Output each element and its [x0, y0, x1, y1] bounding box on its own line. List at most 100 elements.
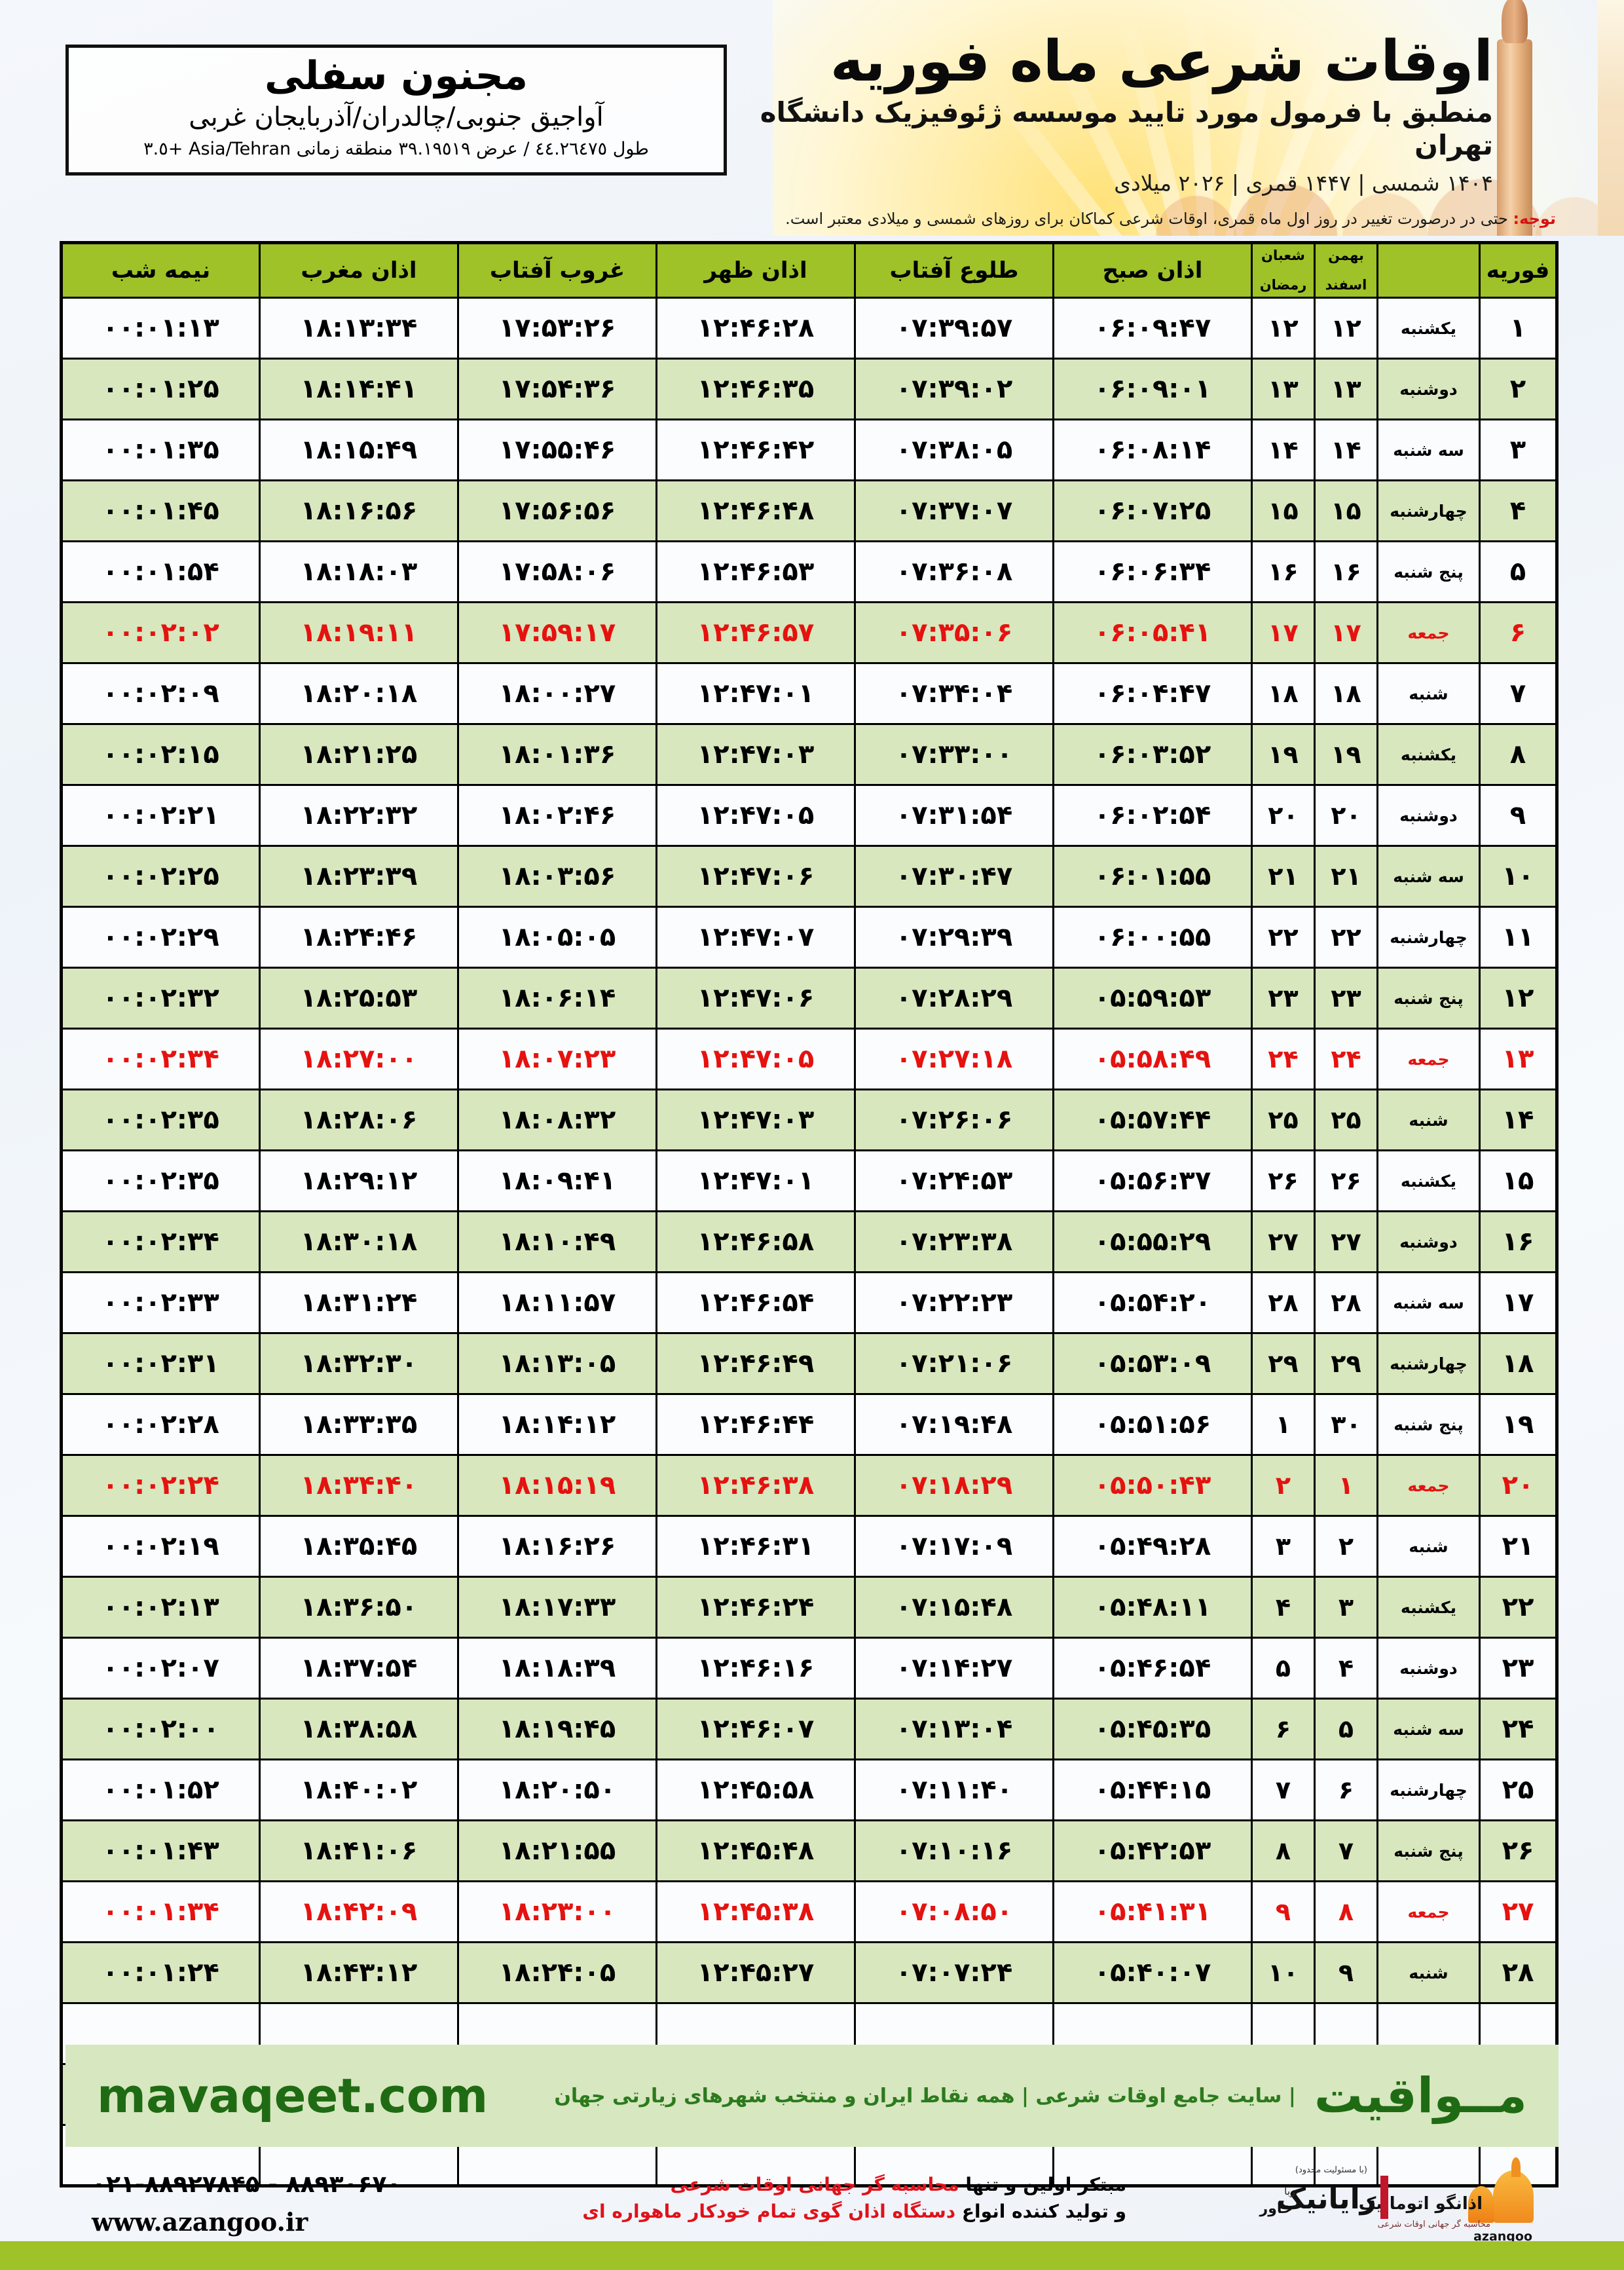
time-midnight: ۰۰:۰۱:۲۵ — [60, 358, 261, 420]
time-sunrise: ۰۷:۲۴:۵۳ — [854, 1149, 1054, 1212]
day-jalali: ۷ — [1314, 1819, 1378, 1882]
time-fajr: ۰۵:۴۰:۰۷ — [1052, 1941, 1253, 2004]
day-weekday: چهارشنبه — [1376, 906, 1481, 969]
day-gregorian: ۱۶ — [1479, 1210, 1558, 1273]
time-dhuhr: ۱۲:۴۶:۴۲ — [655, 419, 856, 481]
time-fajr: ۰۶:۰۴:۴۷ — [1052, 662, 1253, 725]
time-fajr: ۰۵:۴۵:۳۵ — [1052, 1698, 1253, 1760]
table-row: ۲۲ یکشنبه ۳ ۴ ۰۵:۴۸:۱۱ ۰۷:۱۵:۴۸ ۱۲:۴۶:۲۴ ۱۸:۱۷:… — [60, 1576, 1558, 1639]
page-title: اوقات شرعی ماه فوریه — [830, 29, 1494, 94]
time-sunset: ۱۸:۰۵:۰۵ — [457, 906, 657, 969]
day-weekday: سه شنبه — [1376, 419, 1481, 481]
footer-phone[interactable]: ۰۲۱-۸۸۹۲۷۸۴۵ - ۸۸۹۳۰۶۷۰ — [92, 2171, 401, 2198]
time-midnight: ۰۰:۰۲:۱۳ — [60, 1576, 261, 1639]
time-dhuhr: ۱۲:۴۶:۵۸ — [655, 1210, 856, 1273]
time-midnight: ۰۰:۰۲:۳۳ — [60, 1271, 261, 1334]
time-dhuhr: ۱۲:۴۶:۳۵ — [655, 358, 856, 420]
time-sunset: ۱۷:۵۶:۵۶ — [457, 479, 657, 542]
time-fajr: ۰۶:۰۹:۰۱ — [1052, 358, 1253, 420]
time-fajr: ۰۵:۵۶:۳۷ — [1052, 1149, 1253, 1212]
time-dhuhr: ۱۲:۴۵:۴۸ — [655, 1819, 856, 1882]
day-weekday: دوشنبه — [1376, 358, 1481, 420]
table-row: ۱۶ دوشنبه ۲۷ ۲۷ ۰۵:۵۵:۲۹ ۰۷:۲۳:۳۸ ۱۲:۴۶:۵۸ ۱۸:۱… — [60, 1210, 1558, 1273]
azangoo-logo-icon[interactable]: اذانگو اتوماتیک محاسبه گر جهانی اوقات شر… — [1359, 2157, 1545, 2245]
col-header-sunset: غروب آفتاب — [457, 242, 657, 299]
time-sunset: ۱۸:۰۹:۴۱ — [457, 1149, 657, 1212]
day-gregorian: ۳ — [1479, 419, 1558, 481]
day-hijri: ۴ — [1251, 1576, 1316, 1639]
day-weekday: شنبه — [1376, 1941, 1481, 2004]
time-sunset: ۱۸:۱۹:۴۵ — [457, 1698, 657, 1760]
day-gregorian: ۹ — [1479, 784, 1558, 847]
time-fajr: ۰۶:۰۰:۵۵ — [1052, 906, 1253, 969]
table-row: ۹ دوشنبه ۲۰ ۲۰ ۰۶:۰۲:۵۴ ۰۷:۳۱:۵۴ ۱۲:۴۷:۰۵ ۱۸:۰۲… — [60, 784, 1558, 847]
day-weekday: یکشنبه — [1376, 1149, 1481, 1212]
time-dhuhr: ۱۲:۴۶:۴۴ — [655, 1393, 856, 1456]
time-sunset: ۱۸:۱۸:۳۹ — [457, 1637, 657, 1700]
time-sunrise: ۰۷:۱۰:۱۶ — [854, 1819, 1054, 1882]
time-fajr: ۰۶:۰۱:۵۵ — [1052, 845, 1253, 908]
time-midnight: ۰۰:۰۲:۲۴ — [60, 1454, 261, 1517]
col-header-hijri-bottom: رمضان — [1259, 277, 1307, 293]
day-gregorian: ۵ — [1479, 540, 1558, 603]
time-midnight: ۰۰:۰۱:۴۳ — [60, 1819, 261, 1882]
day-hijri: ۲۳ — [1251, 967, 1316, 1030]
page-title-block: اوقات شرعی ماه فوریه منطبق با فرمول مورد… — [720, 29, 1494, 196]
day-gregorian: ۲۵ — [1479, 1758, 1558, 1821]
time-dhuhr: ۱۲:۴۵:۵۸ — [655, 1758, 856, 1821]
page-subtitle: منطبق با فرمول مورد تایید موسسه ژئوفیزیک… — [760, 96, 1493, 162]
col-header-jalali-top: بهمن — [1328, 248, 1364, 263]
day-weekday: یکشنبه — [1376, 723, 1481, 786]
table-row: ۲۱ شنبه ۲ ۳ ۰۵:۴۹:۲۸ ۰۷:۱۷:۰۹ ۱۲:۴۶:۳۱ ۱۸:۱۶:۲۶… — [60, 1515, 1558, 1578]
table-row: ۵ پنج شنبه ۱۶ ۱۶ ۰۶:۰۶:۳۴ ۰۷:۳۶:۰۸ ۱۲:۴۶:۵۳ ۱۷:… — [60, 540, 1558, 603]
time-sunrise: ۰۷:۳۱:۵۴ — [854, 784, 1054, 847]
day-gregorian: ۱۳ — [1479, 1028, 1558, 1090]
time-dhuhr: ۱۲:۴۶:۴۹ — [655, 1332, 856, 1395]
footer-website[interactable]: www.azangoo.ir — [92, 2206, 308, 2237]
time-sunrise: ۰۷:۲۸:۲۹ — [854, 967, 1054, 1030]
table-row: ۱۲ پنج شنبه ۲۳ ۲۳ ۰۵:۵۹:۵۳ ۰۷:۲۸:۲۹ ۱۲:۴۷:۰۶ ۱۸… — [60, 967, 1558, 1030]
col-header-fajr: اذان صبح — [1052, 242, 1253, 299]
day-hijri: ۲ — [1251, 1454, 1316, 1517]
time-dhuhr: ۱۲:۴۷:۰۳ — [655, 1088, 856, 1151]
day-gregorian: ۱۰ — [1479, 845, 1558, 908]
footer-slogans: مبتکر اولین و تنها محاسبه گر جهانی اوقات… — [582, 2172, 1126, 2225]
time-sunset: ۱۷:۵۸:۰۶ — [457, 540, 657, 603]
table-header-row: فوریه بهمن اسفند شعبان رمضان — [60, 242, 1558, 299]
day-jalali: ۲۰ — [1314, 784, 1378, 847]
time-sunrise: ۰۷:۳۶:۰۸ — [854, 540, 1054, 603]
day-weekday: یکشنبه — [1376, 297, 1481, 360]
day-hijri: ۵ — [1251, 1637, 1316, 1700]
location-coordinates: طول ٤٤.٢٦٤٧٥ / عرض ٣٩.١٩٥١٩ منطقه زمانی … — [143, 138, 649, 159]
minaret-icon — [1497, 39, 1532, 236]
day-jalali: ۲۹ — [1314, 1332, 1378, 1395]
time-sunrise: ۰۷:۱۷:۰۹ — [854, 1515, 1054, 1578]
day-gregorian: ۱۲ — [1479, 967, 1558, 1030]
time-maghrib: ۱۸:۳۶:۵۰ — [259, 1576, 459, 1639]
time-maghrib: ۱۸:۲۸:۰۶ — [259, 1088, 459, 1151]
table-row: ۲ دوشنبه ۱۳ ۱۳ ۰۶:۰۹:۰۱ ۰۷:۳۹:۰۲ ۱۲:۴۶:۳۵ ۱۷:۵۴… — [60, 358, 1558, 420]
day-jalali: ۲۷ — [1314, 1210, 1378, 1273]
rayanic-logo-icon[interactable]: (با مسئولیت محدود) رایانیک زبا خاور — [1240, 2160, 1391, 2245]
rayanic-logo-kh: خاور — [1259, 2201, 1293, 2217]
day-hijri: ۹ — [1251, 1880, 1316, 1943]
col-header-jalali-bottom: اسفند — [1325, 277, 1367, 293]
time-sunset: ۱۸:۱۵:۱۹ — [457, 1454, 657, 1517]
time-sunrise: ۰۷:۳۹:۰۲ — [854, 358, 1054, 420]
table-row: ۲۰ جمعه ۱ ۲ ۰۵:۵۰:۴۳ ۰۷:۱۸:۲۹ ۱۲:۴۶:۳۸ ۱۸:۱۵:۱۹… — [60, 1454, 1558, 1517]
day-gregorian: ۲۲ — [1479, 1576, 1558, 1639]
day-jalali: ۲۳ — [1314, 967, 1378, 1030]
time-fajr: ۰۵:۵۳:۰۹ — [1052, 1332, 1253, 1395]
time-midnight: ۰۰:۰۱:۳۵ — [60, 419, 261, 481]
day-hijri: ۲۲ — [1251, 906, 1316, 969]
promo-domain[interactable]: mavaqeet.com — [97, 2068, 489, 2123]
day-hijri: ۲۱ — [1251, 845, 1316, 908]
table-row: ۱۹ پنج شنبه ۳۰ ۱ ۰۵:۵۱:۵۶ ۰۷:۱۹:۴۸ ۱۲:۴۶:۴۴ ۱۸:… — [60, 1393, 1558, 1456]
time-fajr: ۰۶:۰۳:۵۲ — [1052, 723, 1253, 786]
day-hijri: ۳ — [1251, 1515, 1316, 1578]
day-hijri: ۱۲ — [1251, 297, 1316, 360]
time-fajr: ۰۵:۵۵:۲۹ — [1052, 1210, 1253, 1273]
day-jalali: ۳۰ — [1314, 1393, 1378, 1456]
day-hijri: ۱۵ — [1251, 479, 1316, 542]
day-gregorian: ۱۸ — [1479, 1332, 1558, 1395]
